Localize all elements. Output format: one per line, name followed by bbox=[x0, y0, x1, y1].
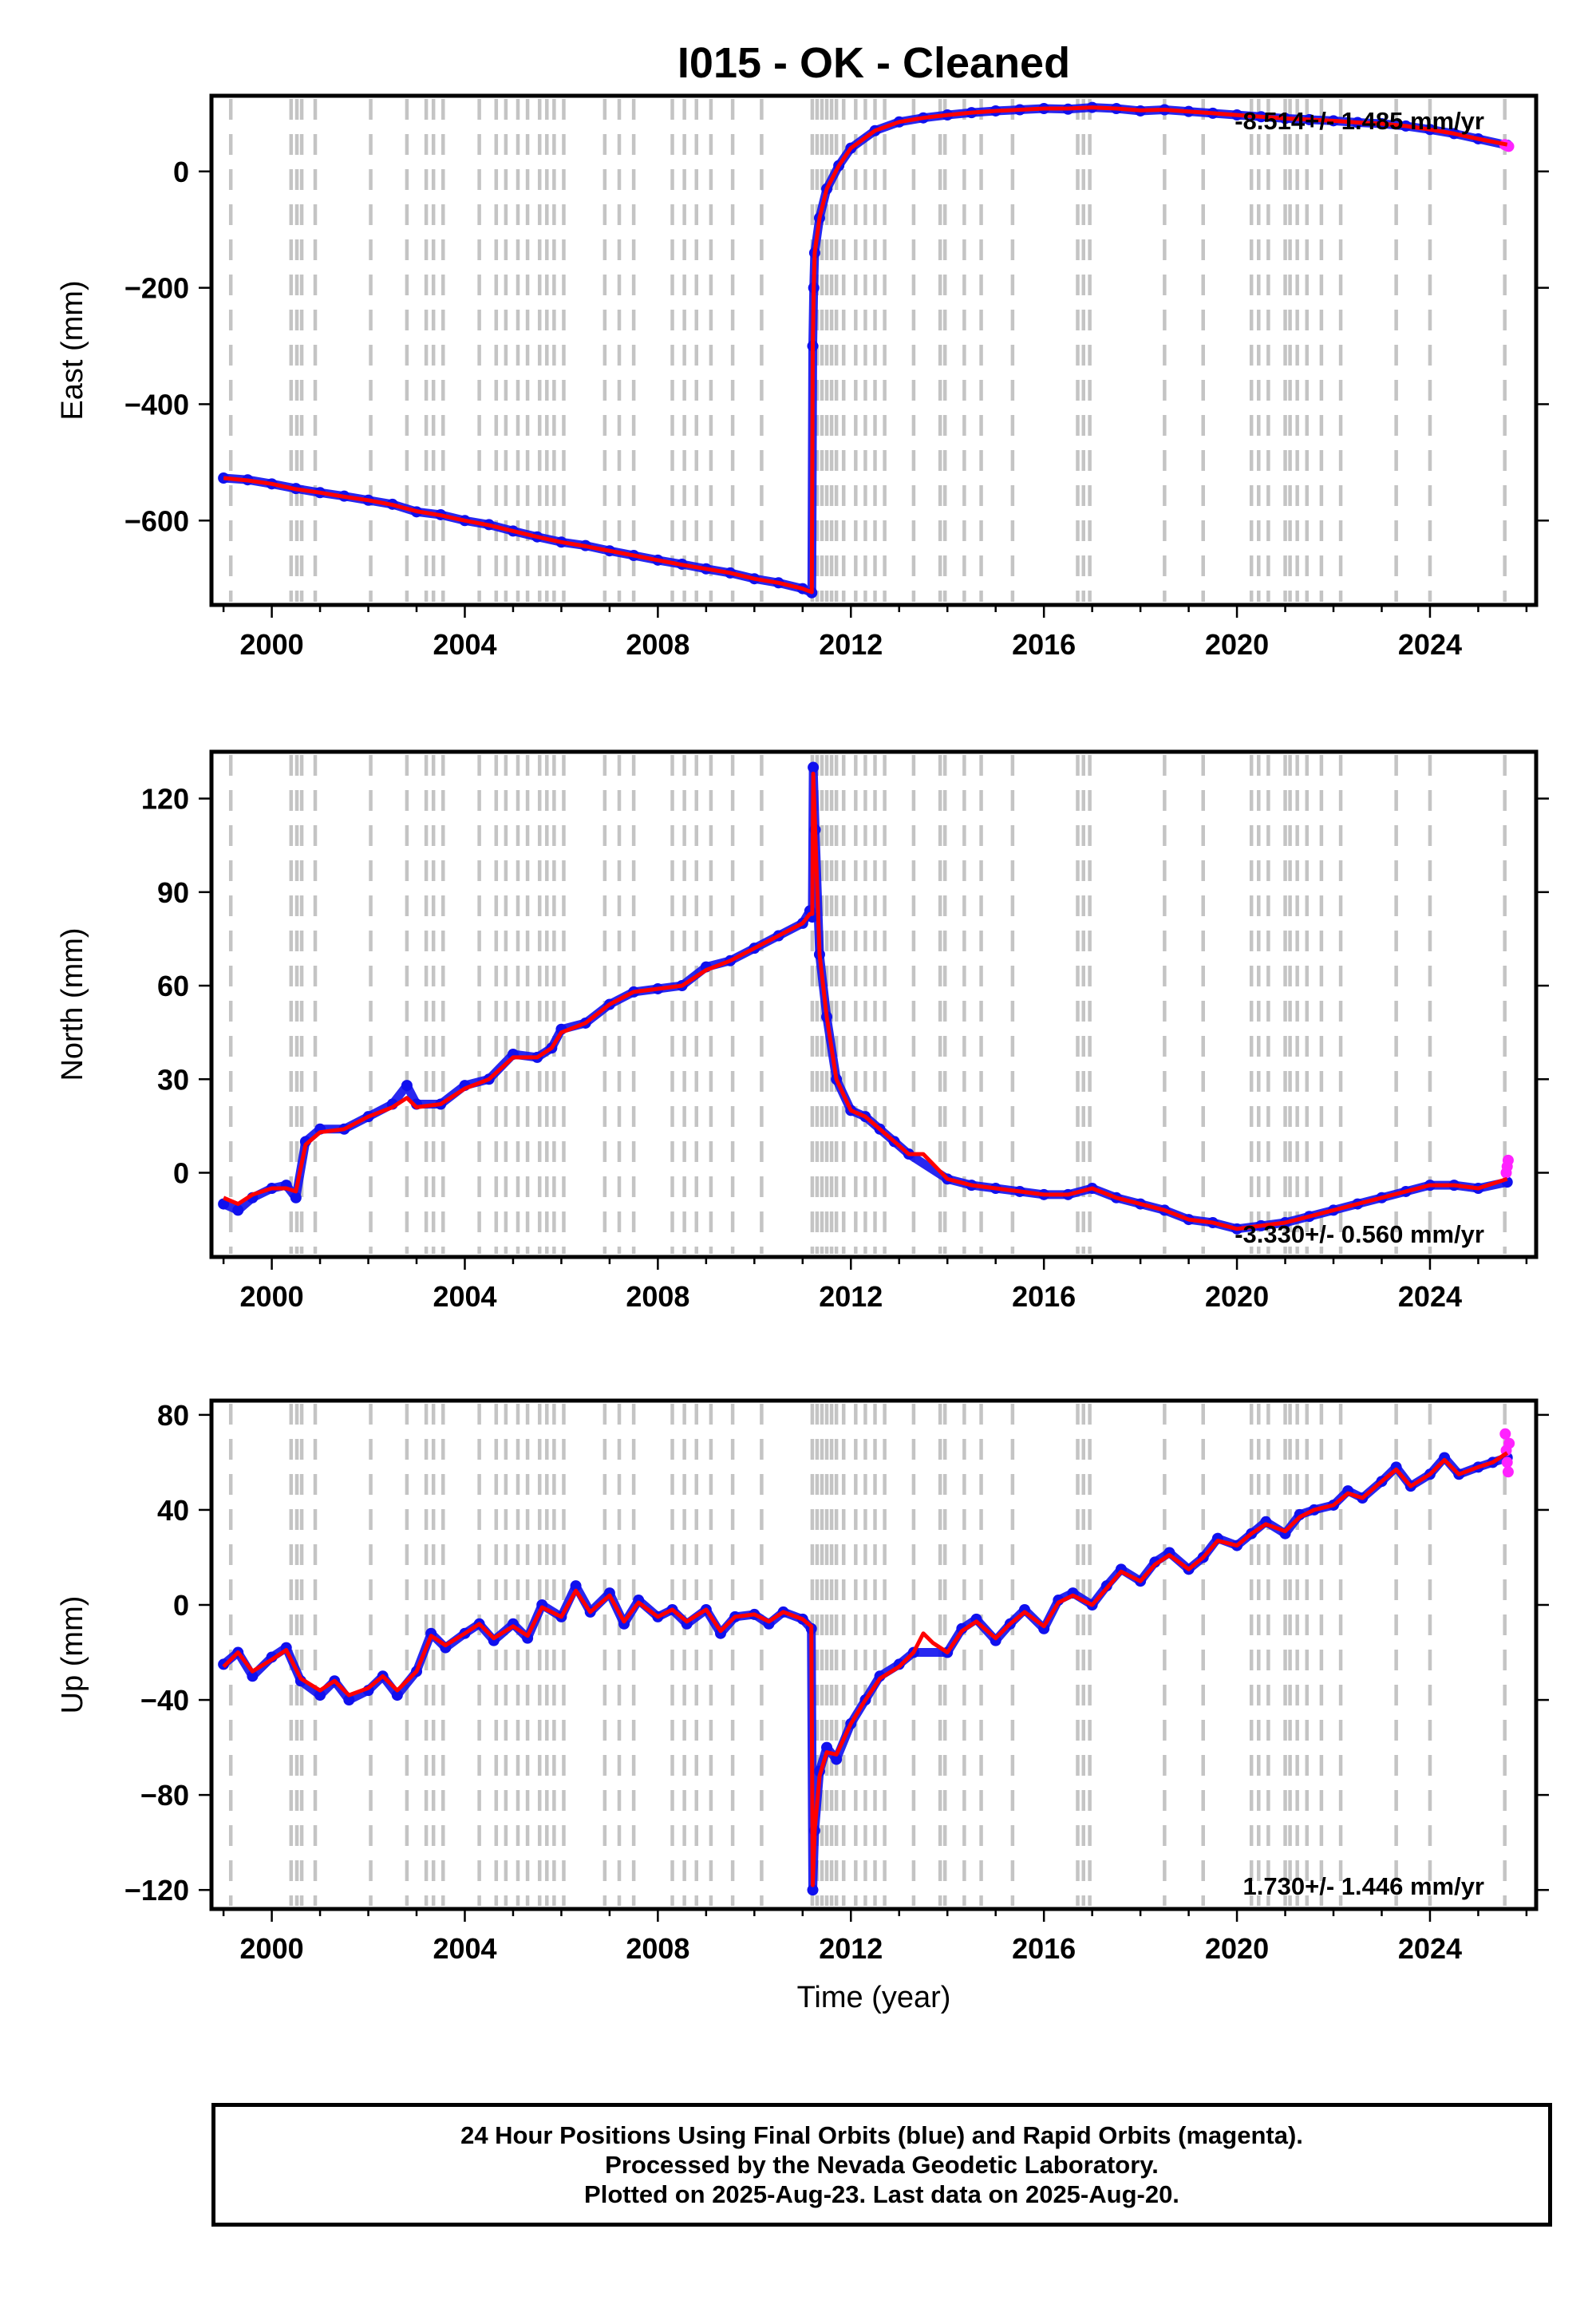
final-point bbox=[807, 1884, 819, 1896]
y-axis-label: East (mm) bbox=[56, 280, 89, 420]
x-axis-label: Time (year) bbox=[797, 1981, 951, 2014]
east-panel: 0 −200 −400 −600 2000 2004 2008 2012 2016 2020 202… bbox=[56, 93, 1549, 661]
x-tick-label: 2024 bbox=[1398, 628, 1462, 661]
y-tick-label: 90 bbox=[157, 876, 189, 909]
x-tick-label: 2020 bbox=[1205, 1932, 1269, 1965]
series-model bbox=[223, 105, 1508, 595]
y-axis-label: Up (mm) bbox=[56, 1596, 89, 1714]
y-tick-label: −600 bbox=[124, 504, 189, 537]
x-tick-label: 2016 bbox=[1012, 628, 1076, 661]
final-point bbox=[290, 1192, 302, 1203]
y-tick-label: 120 bbox=[141, 783, 189, 816]
rate-label: -8.514+/- 1.485 mm/yr bbox=[1235, 107, 1484, 135]
y-tick-label: −40 bbox=[140, 1684, 189, 1717]
rate-label: 1.730+/- 1.446 mm/yr bbox=[1243, 1872, 1484, 1900]
final-point bbox=[831, 1753, 843, 1765]
x-tick-label: 2008 bbox=[626, 1280, 689, 1313]
caption-box: 24 Hour Positions Using Final Orbits (bl… bbox=[211, 2103, 1552, 2227]
chart-title: I015 - OK - Cleaned bbox=[678, 39, 1070, 87]
y-tick-label: −80 bbox=[140, 1779, 189, 1812]
x-tick-label: 2020 bbox=[1205, 1280, 1269, 1313]
final-point bbox=[314, 1690, 326, 1701]
y-tick-label: 80 bbox=[157, 1399, 189, 1432]
final-point bbox=[343, 1694, 355, 1706]
caption-line-3: Plotted on 2025-Aug-23. Last data on 202… bbox=[584, 2180, 1179, 2209]
up-panel: 80 40 0 −40 −80 −120 2000 2004 2008 2012 2016 2020 2… bbox=[56, 1398, 1549, 1965]
x-tick-label: 2008 bbox=[626, 628, 689, 661]
final-point bbox=[401, 1080, 413, 1092]
x-tick-label: 2012 bbox=[819, 1932, 883, 1965]
y-tick-label: 40 bbox=[157, 1494, 189, 1527]
y-tick-label: −400 bbox=[124, 388, 189, 421]
plot-frame bbox=[209, 749, 1539, 1259]
x-tick-label: 2000 bbox=[240, 628, 304, 661]
rapid-point bbox=[1502, 1154, 1514, 1166]
plot-frame bbox=[209, 1398, 1539, 1911]
caption-line-2: Processed by the Nevada Geodetic Laborat… bbox=[605, 2150, 1159, 2179]
final-point bbox=[618, 1618, 630, 1630]
y-tick-label: 0 bbox=[173, 1589, 189, 1622]
x-tick-label: 2024 bbox=[1398, 1280, 1462, 1313]
final-point bbox=[247, 1670, 259, 1682]
caption-line-1: 24 Hour Positions Using Final Orbits (bl… bbox=[460, 2120, 1303, 2149]
x-tick-label: 2008 bbox=[626, 1932, 689, 1965]
x-tick-label: 2024 bbox=[1398, 1932, 1462, 1965]
final-point bbox=[821, 1741, 833, 1753]
plot-frame bbox=[209, 93, 1539, 607]
final-point bbox=[218, 1198, 230, 1210]
y-tick-label: 30 bbox=[157, 1063, 189, 1096]
y-tick-label: 0 bbox=[173, 1157, 189, 1190]
x-tick-label: 2020 bbox=[1205, 628, 1269, 661]
y-axis-label: North (mm) bbox=[56, 927, 89, 1081]
rate-label: -3.330+/- 0.560 mm/yr bbox=[1235, 1220, 1484, 1248]
x-tick-label: 2004 bbox=[433, 1280, 496, 1313]
y-tick-label: 60 bbox=[157, 970, 189, 1002]
x-tick-label: 2012 bbox=[819, 628, 883, 661]
rapid-point bbox=[1503, 1437, 1515, 1449]
series-model bbox=[223, 771, 1508, 1231]
x-tick-label: 2016 bbox=[1012, 1932, 1076, 1965]
final-point bbox=[808, 761, 820, 773]
rapid-point bbox=[1499, 1428, 1511, 1440]
x-tick-label: 2016 bbox=[1012, 1280, 1076, 1313]
rapid-point bbox=[1502, 1466, 1514, 1478]
final-point bbox=[570, 1580, 582, 1592]
rapid-point bbox=[1501, 1456, 1513, 1468]
final-point bbox=[232, 1204, 244, 1216]
x-tick-label: 2012 bbox=[819, 1280, 883, 1313]
y-tick-label: −120 bbox=[124, 1874, 189, 1907]
north-panel: 120 90 60 30 0 2000 2004 2008 2012 2016 2020 2024 No… bbox=[56, 749, 1549, 1313]
x-tick-label: 2004 bbox=[433, 628, 496, 661]
series-model bbox=[222, 1451, 1509, 1887]
y-tick-label: 0 bbox=[173, 156, 189, 188]
x-tick-label: 2004 bbox=[433, 1932, 496, 1965]
x-tick-label: 2000 bbox=[240, 1932, 304, 1965]
y-tick-label: −200 bbox=[124, 272, 189, 305]
x-tick-label: 2000 bbox=[240, 1280, 304, 1313]
final-point bbox=[391, 1690, 403, 1701]
